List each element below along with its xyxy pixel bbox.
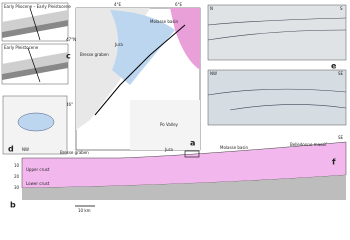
panel-label: c [66,52,71,61]
place: Po Valley [160,122,179,127]
label: Jura [164,147,173,152]
map-a: 4°E 6°E 47°N 46° Bresse graben Jura Mola… [66,2,201,151]
lon: 4°E [114,2,122,7]
label: Early Pleistocene [4,45,39,50]
lon: 6°E [175,2,183,7]
lat: 46° [66,102,73,107]
seismic-e: N S e NW SE [207,4,347,126]
section-b: NW SE Upper crust Lower crust 10 20 30 B… [10,135,347,213]
label: Upper crust [26,167,50,172]
label: Belledonne massif [290,142,327,147]
dir: S [340,6,343,11]
scale: 10 km [78,208,91,213]
dir: NW [22,147,29,152]
label: Early Pliocene – Early Pleistocene [4,4,71,9]
label: Lower crust [26,181,50,186]
map-d: d [2,95,68,155]
place: Jura [114,42,123,47]
panel-label: d [8,145,14,154]
panel-label: f [332,158,336,167]
dir: NW [210,71,217,76]
dir: SE [338,135,344,140]
depth: 30 [14,185,20,190]
section-c: Early Pliocene – Early Pleistocene Early… [1,2,71,85]
depth: 10 [14,163,20,168]
dir: N [210,6,213,11]
label: Bresse graben [60,150,89,155]
place: Molasse basin [150,19,179,24]
panel-label: e [331,62,337,71]
depth: 20 [14,174,20,179]
panel-label: b [10,201,16,210]
panel-label: a [190,139,195,148]
label: Molasse basin [220,145,249,150]
figure: Early Pliocene – Early Pleistocene Early… [1,2,347,213]
dir: SE [338,71,344,76]
place: Bresse graben [80,52,109,57]
lat: 47°N [66,37,76,42]
